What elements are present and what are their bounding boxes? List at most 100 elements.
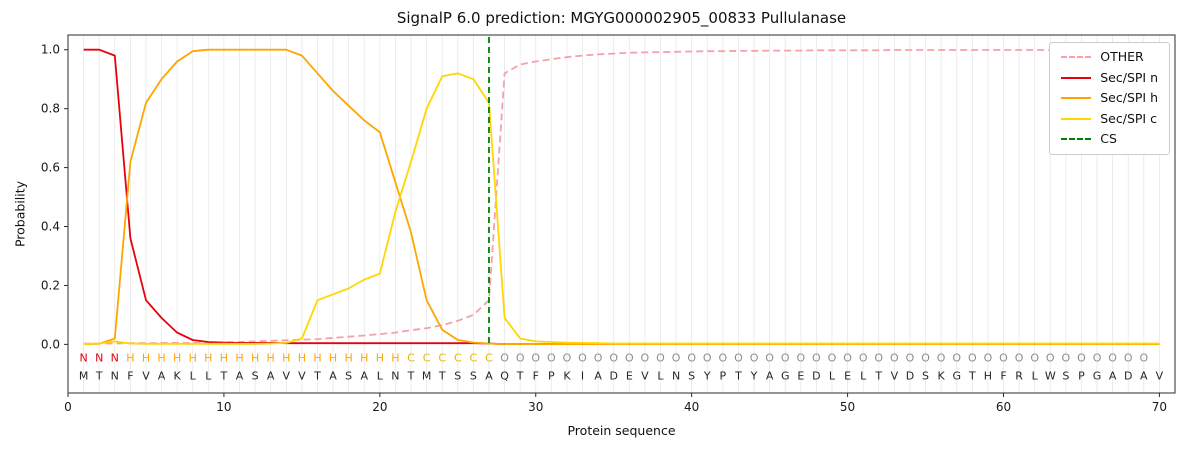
region-letter: H (329, 351, 337, 364)
sequence-letter: G (781, 369, 790, 382)
region-letter: O (999, 351, 1008, 364)
region-letter: O (921, 351, 930, 364)
sequence-letter: M (422, 369, 432, 382)
sequence-letter: G (1093, 369, 1102, 382)
region-letter: H (251, 351, 259, 364)
sequence-letter: E (844, 369, 851, 382)
x-tick-label: 60 (996, 400, 1011, 414)
series-line-other (83, 49, 1160, 345)
legend-item-sec-spi-c: Sec/SPI c (1061, 112, 1158, 126)
series-line-sec-spi-h (83, 48, 1160, 346)
sequence-letter: S (454, 369, 461, 382)
x-tick-label: 40 (684, 400, 699, 414)
sequence-letter: P (1078, 369, 1085, 382)
sequence-letter: A (766, 369, 774, 382)
x-tick-label: 50 (840, 400, 855, 414)
sequence-letter: P (720, 369, 727, 382)
region-letter: H (220, 351, 228, 364)
legend-label-cs: CS (1100, 131, 1117, 146)
sequence-letter: T (734, 369, 742, 382)
sequence-letter: N (391, 369, 399, 382)
legend-item-other: OTHER (1061, 50, 1158, 64)
plot-border (67, 34, 1176, 394)
region-letter: O (828, 351, 837, 364)
x-tick-label: 30 (528, 400, 543, 414)
region-letter: O (1108, 351, 1117, 364)
sequence-letter: F (1000, 369, 1006, 382)
gridlines (83, 35, 1160, 393)
y-tick-label: 0.0 (41, 337, 60, 351)
region-letter: H (126, 351, 134, 364)
region-letter: H (345, 351, 353, 364)
region-letter: O (641, 351, 650, 364)
region-letter: O (547, 351, 556, 364)
y-tick-label: 1.0 (41, 43, 60, 57)
sequence-letter: L (860, 369, 867, 382)
region-letter: H (267, 351, 275, 364)
sequence-letter: V (641, 369, 649, 382)
region-letter: O (937, 351, 946, 364)
legend-item-sec-spi-h: Sec/SPI h (1061, 91, 1158, 105)
sequence-letter: E (626, 369, 633, 382)
sequence-letter: D (906, 369, 914, 382)
sequence-letter: G (952, 369, 961, 382)
region-letter: C (485, 351, 493, 364)
region-letter: O (812, 351, 821, 364)
region-letter: O (594, 351, 603, 364)
sequence-letter: T (874, 369, 882, 382)
region-letter: N (79, 351, 87, 364)
sequence-letter: A (594, 369, 602, 382)
region-letter: O (703, 351, 712, 364)
sequence-letter: N (111, 369, 119, 382)
region-letter: O (859, 351, 868, 364)
sequence-letter: Q (500, 369, 509, 382)
x-tick-label: 10 (216, 400, 231, 414)
sequence-letter: M (79, 369, 89, 382)
sequence-letter: P (548, 369, 555, 382)
region-letter: O (1077, 351, 1086, 364)
region-letter: H (235, 351, 243, 364)
y-tick-label: 0.6 (41, 161, 60, 175)
cs-line-swatch (1061, 138, 1092, 141)
region-letter: O (734, 351, 743, 364)
region-letter: O (968, 351, 977, 364)
region-letter: O (874, 351, 883, 364)
region-letter: O (1124, 351, 1133, 364)
region-letter: O (796, 351, 805, 364)
sequence-letter: T (968, 369, 976, 382)
sequence-letter: A (485, 369, 493, 382)
sequence-letter: A (360, 369, 368, 382)
series-line-sec-spi-c (83, 72, 1160, 345)
region-letter: N (95, 351, 103, 364)
sequence-letter: K (938, 369, 946, 382)
region-letter: O (1062, 351, 1071, 364)
region-letter: O (781, 351, 790, 364)
sequence-letter: V (298, 369, 306, 382)
sequence-letter: K (563, 369, 571, 382)
sequence-letter: D (609, 369, 617, 382)
sequence-letter: K (174, 369, 182, 382)
series-line-sec-spi-n (83, 48, 1160, 346)
other-line-swatch (1061, 56, 1092, 59)
sequence-letter: W (1045, 369, 1056, 382)
sequence-letter: I (581, 369, 584, 382)
region-letter: O (531, 351, 540, 364)
region-letter: C (438, 351, 446, 364)
region-letter: O (750, 351, 759, 364)
region-letter: H (360, 351, 368, 364)
chart-title: SignalP 6.0 prediction: MGYG000002905_00… (396, 9, 847, 27)
sequence-letter: D (1124, 369, 1132, 382)
region-letter: H (282, 351, 290, 364)
region-letter: O (687, 351, 696, 364)
sequence-letter: T (313, 369, 321, 382)
sequence-letter: L (205, 369, 212, 382)
sequence-letter: A (236, 369, 244, 382)
sec-spi-h-line-swatch (1061, 97, 1092, 100)
sequence-letter: A (1140, 369, 1148, 382)
region-letter: O (1093, 351, 1102, 364)
sequence-letter: T (220, 369, 228, 382)
sequence-letter: S (345, 369, 352, 382)
y-tick-label: 0.4 (41, 220, 60, 234)
